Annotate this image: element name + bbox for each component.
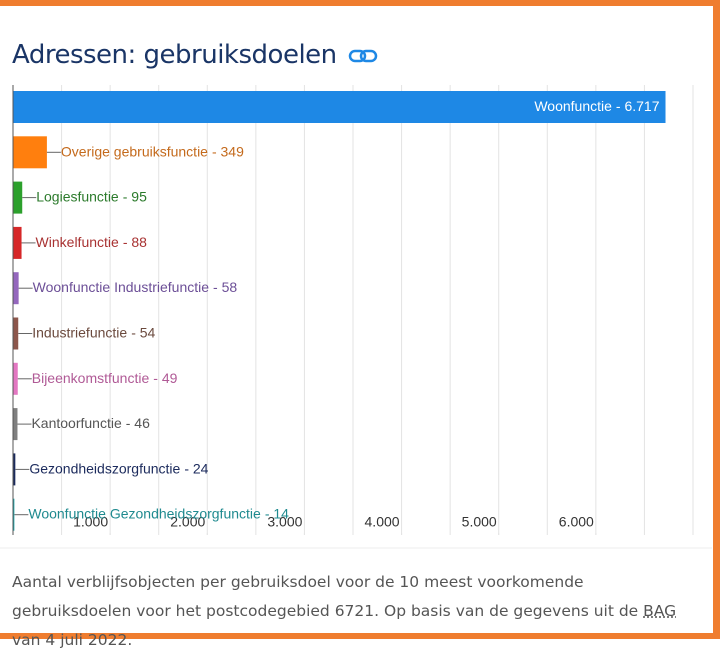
data-label: Winkelfunctie - 88	[36, 234, 148, 250]
bar	[13, 136, 47, 169]
x-tick-label: 1.000	[73, 514, 108, 530]
bar	[13, 181, 23, 214]
bar	[13, 226, 22, 259]
value-label: - 24	[184, 460, 208, 476]
link-icon[interactable]	[348, 47, 378, 65]
data-label: Bijeenkomstfunctie - 49	[32, 370, 178, 386]
x-tick-label: 4.000	[365, 514, 400, 530]
caption-text: Aantal verblijfsobjecten per gebruiksdoe…	[12, 573, 644, 620]
category-label: Industriefunctie	[32, 324, 127, 340]
category-label: Bijeenkomstfunctie	[32, 370, 150, 386]
x-tick-label: 2.000	[170, 514, 205, 530]
category-label: Woonfunctie Gezondheidszorgfunctie	[28, 505, 261, 521]
value-label: - 88	[123, 234, 147, 250]
data-label: Woonfunctie Gezondheidszorgfunctie - 14	[28, 505, 289, 521]
data-label: Woonfunctie Industriefunctie - 58	[33, 279, 238, 295]
bar	[13, 362, 18, 395]
x-tick-label: 5.000	[462, 514, 497, 530]
value-label: - 14	[265, 505, 289, 521]
category-label: Logiesfunctie	[36, 188, 119, 204]
caption: Aantal verblijfsobjecten per gebruiksdoe…	[12, 568, 702, 655]
value-label: - 58	[213, 279, 237, 295]
title-text: Adressen: gebruiksdoelen	[12, 40, 337, 70]
bar	[13, 317, 19, 350]
category-label: Winkelfunctie	[36, 234, 119, 250]
value-label: - 349	[212, 143, 244, 159]
category-label: Woonfunctie Industriefunctie	[33, 279, 210, 295]
caption-text: van 4 juli 2022.	[12, 631, 133, 649]
x-tick-label: 3.000	[267, 514, 302, 530]
category-label: Kantoorfunctie	[31, 415, 121, 431]
bar	[13, 498, 15, 531]
category-label: Overige gebruiksfunctie	[61, 143, 208, 159]
data-label: Woonfunctie - 6.717	[534, 98, 659, 114]
value-label: - 49	[153, 370, 177, 386]
chart: 1.000 2.000 3.000 4.000 5.000 6.000 Woonfuncti…	[0, 85, 712, 549]
x-tick-label: 6.000	[559, 514, 594, 530]
bar	[13, 272, 19, 305]
bar	[13, 408, 18, 441]
value-label: - 6.717	[616, 98, 660, 114]
data-label: Overige gebruiksfunctie - 349	[61, 143, 244, 159]
data-label: Kantoorfunctie - 46	[31, 415, 150, 431]
value-label: - 46	[126, 415, 150, 431]
value-label: - 54	[131, 324, 155, 340]
value-label: - 95	[123, 188, 147, 204]
title: Adressen: gebruiksdoelen	[12, 40, 378, 70]
data-label: Industriefunctie - 54	[32, 324, 155, 340]
bar	[13, 453, 16, 486]
bar	[13, 91, 666, 123]
bag-link[interactable]: BAG	[643, 602, 677, 620]
data-label: Logiesfunctie - 95	[36, 188, 147, 204]
data-label: Gezondheidszorgfunctie - 24	[29, 460, 208, 476]
category-label: Gezondheidszorgfunctie	[29, 460, 180, 476]
category-label: Woonfunctie	[534, 98, 612, 114]
